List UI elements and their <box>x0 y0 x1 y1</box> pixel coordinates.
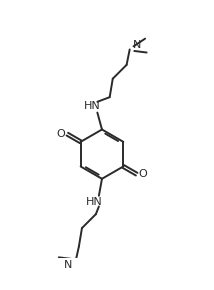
Text: O: O <box>57 129 65 139</box>
Text: N: N <box>64 260 73 270</box>
Text: HN: HN <box>84 102 101 111</box>
Text: O: O <box>138 169 147 179</box>
Text: HN: HN <box>86 197 103 207</box>
Text: N: N <box>133 40 141 50</box>
